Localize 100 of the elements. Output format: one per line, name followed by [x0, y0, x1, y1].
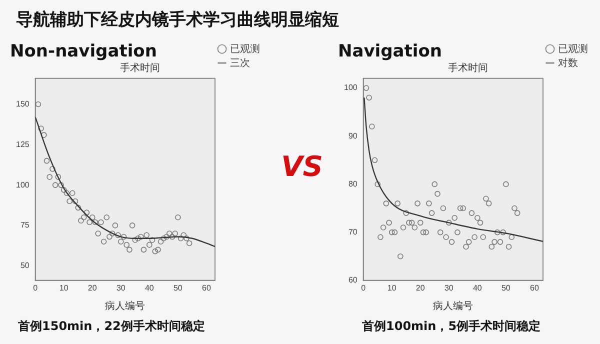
point [50, 166, 56, 172]
point [468, 210, 475, 216]
point [86, 219, 92, 226]
point [454, 229, 460, 236]
x-tick-label: 40 [472, 283, 482, 292]
point [52, 182, 58, 188]
point [408, 220, 415, 226]
point [38, 126, 44, 132]
line-series [364, 97, 543, 242]
y-tick-label: 90 [348, 131, 358, 140]
point [363, 85, 370, 91]
point [109, 230, 116, 236]
x-tick-label: 50 [501, 283, 511, 292]
text: VS [280, 150, 324, 183]
line-series [35, 116, 215, 248]
x-tick-label: 10 [59, 283, 69, 292]
point [184, 235, 190, 242]
point [166, 230, 172, 236]
y-tick-label: 80 [348, 179, 358, 188]
x-axis-title: 病人编号 [433, 300, 474, 312]
point [104, 214, 110, 220]
point [160, 235, 167, 242]
point [84, 210, 90, 216]
x-tick-label: 20 [416, 283, 426, 292]
point [448, 239, 455, 245]
y-tick-label: 60 [348, 276, 358, 285]
point [35, 101, 42, 108]
point [466, 239, 472, 245]
point [92, 219, 98, 226]
point [414, 200, 420, 206]
point [95, 230, 101, 236]
point [46, 174, 53, 180]
legend-label: 对数 [558, 56, 578, 69]
point [492, 239, 498, 245]
point [500, 229, 506, 236]
point [80, 214, 87, 220]
point [149, 237, 156, 243]
point [463, 244, 469, 250]
point [434, 190, 440, 197]
point [366, 94, 372, 101]
point [514, 210, 520, 216]
point [406, 220, 412, 226]
point [175, 214, 181, 220]
point [126, 246, 132, 253]
point [503, 181, 509, 188]
legend-label: 三次 [230, 58, 250, 69]
point [100, 238, 107, 245]
point [180, 232, 187, 238]
point [423, 229, 429, 236]
x-tick-label: 40 [144, 283, 154, 292]
point [41, 132, 47, 138]
point [380, 224, 386, 230]
point [369, 124, 375, 130]
y-tick-label: 100 [344, 83, 358, 92]
point [417, 220, 424, 226]
point [120, 234, 127, 240]
point [55, 174, 62, 180]
point [400, 224, 406, 230]
chart-title: Non-navigation [10, 42, 157, 62]
point [132, 237, 138, 243]
x-tick-label: 0 [33, 283, 38, 292]
point [386, 220, 392, 226]
point [158, 238, 164, 245]
point [494, 229, 500, 236]
point [437, 229, 444, 236]
point [508, 234, 515, 240]
point [372, 157, 378, 164]
point [172, 230, 178, 236]
point [155, 246, 161, 253]
point [506, 244, 512, 250]
point [477, 220, 484, 226]
point [140, 246, 147, 253]
point [75, 204, 82, 211]
chart-subtitle: 手术时间 [120, 62, 160, 74]
point [70, 190, 76, 196]
chart-subtitle: 手术时间 [448, 62, 488, 74]
y-tick-label: 150 [16, 99, 30, 108]
x-tick-label: 30 [116, 283, 126, 292]
point [72, 198, 78, 204]
point [394, 200, 400, 206]
point [152, 248, 158, 254]
point [66, 198, 72, 204]
text: 导航辅助下经皮内镜手术学习曲线明显缩短 [16, 9, 339, 31]
point [146, 242, 152, 248]
point [457, 205, 464, 212]
x-tick-label: 20 [88, 283, 98, 292]
point [106, 234, 112, 240]
x-tick-label: 60 [530, 283, 540, 292]
point [78, 218, 84, 224]
y-tick-label: 75 [20, 220, 30, 230]
legend-label: 已观测 [230, 42, 260, 55]
y-tick-label: 50 [20, 261, 30, 270]
point [428, 210, 435, 216]
point [486, 200, 492, 206]
x-tick-label: 50 [173, 283, 183, 292]
point [388, 229, 395, 236]
point [398, 253, 404, 260]
point [460, 205, 466, 212]
point [446, 220, 452, 226]
point [452, 214, 458, 221]
